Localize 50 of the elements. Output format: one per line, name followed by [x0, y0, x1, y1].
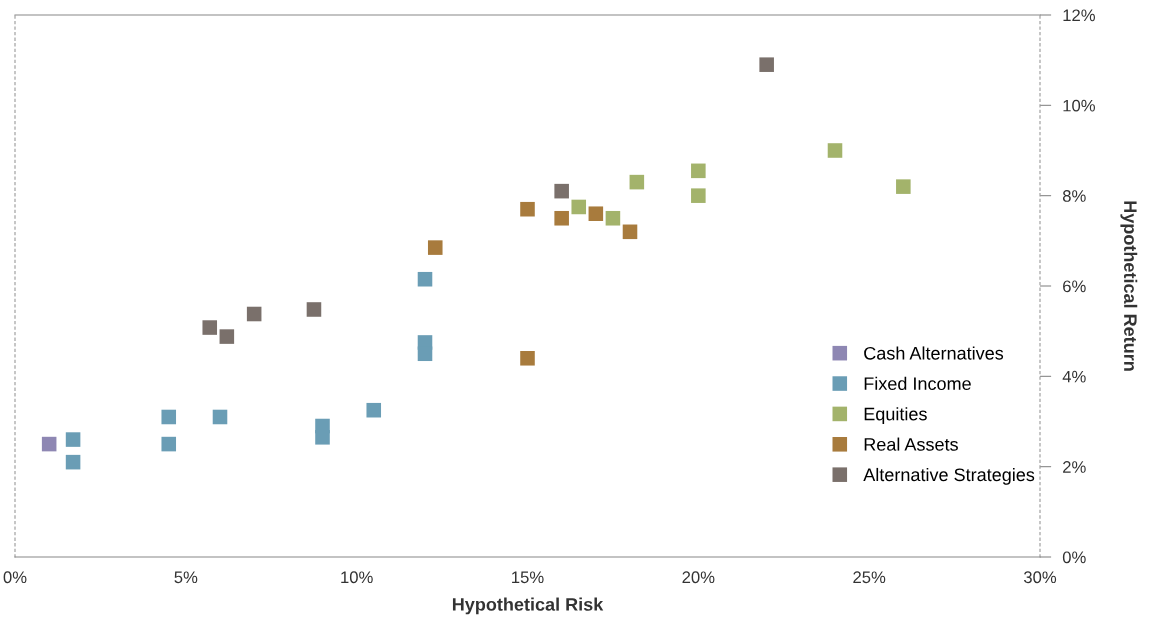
point	[212, 409, 228, 425]
y-tick-label: 10%	[1063, 99, 1095, 112]
x-tick-label: 10%	[341, 571, 373, 584]
point	[219, 329, 235, 344]
x-axis-title: Hypothetical Risk	[452, 597, 604, 615]
point	[41, 436, 57, 452]
legend-label: Equities	[864, 407, 927, 424]
point	[588, 206, 604, 222]
point	[605, 210, 621, 226]
point	[427, 240, 443, 255]
y-tick-label: 4%	[1062, 370, 1086, 383]
legend-label: Cash Alternatives	[864, 346, 1004, 360]
point	[202, 320, 218, 335]
point	[759, 57, 774, 72]
point	[306, 302, 322, 317]
x-tick-label: 30%	[1023, 571, 1057, 584]
x-tick-label: 20%	[682, 571, 715, 584]
point	[571, 199, 587, 215]
x-tick-label: 25%	[853, 571, 886, 584]
point	[691, 188, 706, 203]
x-tick-label: 15%	[512, 571, 544, 584]
legend-label: Alternative Strategies	[863, 467, 1035, 485]
point	[691, 163, 706, 179]
y-tick-label: 6%	[1063, 280, 1086, 293]
point	[896, 179, 911, 194]
point	[622, 224, 638, 240]
y-tick-label: 8%	[1062, 190, 1086, 202]
point	[366, 402, 382, 418]
y-tick-label: 0%	[1062, 551, 1086, 564]
legend-label: Real Assets	[864, 437, 958, 451]
point	[629, 174, 645, 190]
point	[554, 183, 569, 199]
point	[315, 430, 330, 445]
point	[246, 306, 262, 322]
y-tick-label: 12%	[1063, 9, 1095, 22]
point	[65, 454, 81, 470]
point	[520, 201, 535, 217]
y-tick-label: 2%	[1063, 461, 1086, 473]
point	[161, 436, 177, 452]
point	[554, 210, 569, 226]
point	[161, 409, 177, 425]
point	[417, 346, 433, 362]
point	[520, 350, 535, 366]
legend-label: Fixed Income	[864, 376, 971, 391]
point	[827, 143, 843, 158]
x-tick-label: 5%	[174, 571, 198, 584]
y-axis-title: Hypothetical Return	[1120, 201, 1138, 371]
point	[417, 271, 433, 287]
point	[65, 432, 81, 447]
x-tick-label: 0%	[3, 571, 27, 584]
